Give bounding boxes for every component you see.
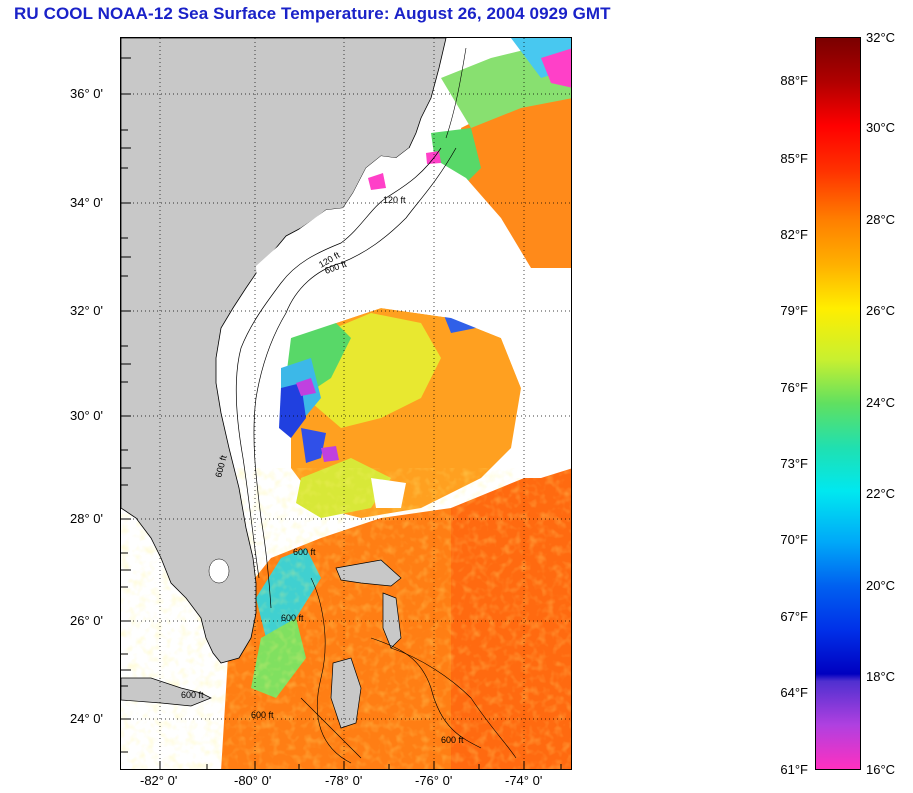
lat-label-26: 26° 0' <box>70 613 103 628</box>
map-grid <box>121 38 571 769</box>
cb-label-85f: 85°F <box>780 151 808 166</box>
lat-label-28: 28° 0' <box>70 511 103 526</box>
lat-label-32: 32° 0' <box>70 303 103 318</box>
cb-label-32c: 32°C <box>866 30 896 45</box>
contour-label-600c: 600 ft <box>293 547 316 557</box>
contour-600ft <box>253 147 457 609</box>
cb-label-22c: 22°C <box>866 486 896 501</box>
page-title: RU COOL NOAA-12 Sea Surface Temperature:… <box>14 4 611 23</box>
temperature-colorbar <box>815 37 861 770</box>
cb-label-70f: 70°F <box>780 532 808 547</box>
cloud-cover-east <box>511 428 571 478</box>
contour-label-600g: 600 ft <box>441 735 464 745</box>
cb-label-18c: 18°C <box>866 669 896 684</box>
contour-label-600f: 600 ft <box>251 710 274 720</box>
lat-label-24: 24° 0' <box>70 711 103 726</box>
cb-label-24c: 24°C <box>866 395 896 410</box>
bahamas-grand <box>335 559 402 587</box>
cb-label-28c: 28°C <box>866 212 896 227</box>
lat-label-34: 34° 0' <box>70 195 103 210</box>
lon-label-80: -80° 0' <box>234 773 272 788</box>
cb-label-64f: 64°F <box>780 685 808 700</box>
lat-label-30: 30° 0' <box>70 408 103 423</box>
lon-label-82: -82° 0' <box>140 773 178 788</box>
cloud-cover-north <box>256 148 571 418</box>
bahamas-andros <box>330 657 362 729</box>
cb-label-67f: 67°F <box>780 609 808 624</box>
lat-label-36: 36° 0' <box>70 86 103 101</box>
cb-label-73f: 73°F <box>780 456 808 471</box>
cb-label-76f: 76°F <box>780 380 808 395</box>
cb-label-16c: 16°C <box>866 762 896 777</box>
lon-label-76: -76° 0' <box>415 773 453 788</box>
cb-label-26c: 26°C <box>866 303 896 318</box>
cb-label-79f: 79°F <box>780 303 808 318</box>
lon-label-74: -74° 0' <box>505 773 543 788</box>
cb-label-20c: 20°C <box>866 578 896 593</box>
cb-label-88f: 88°F <box>780 73 808 88</box>
cb-label-61f: 61°F <box>780 762 808 777</box>
lon-label-78: -78° 0' <box>325 773 363 788</box>
sst-map: 120 ft 120 ft 600 ft 600 ft 600 ft 600 f… <box>120 37 572 770</box>
cb-label-30c: 30°C <box>866 120 896 135</box>
contour-label-120: 120 ft <box>383 195 406 205</box>
cb-label-82f: 82°F <box>780 227 808 242</box>
contour-label-600d: 600 ft <box>281 613 304 623</box>
contour-label-600e: 600 ft <box>181 690 204 700</box>
contour-120ft <box>235 147 442 579</box>
